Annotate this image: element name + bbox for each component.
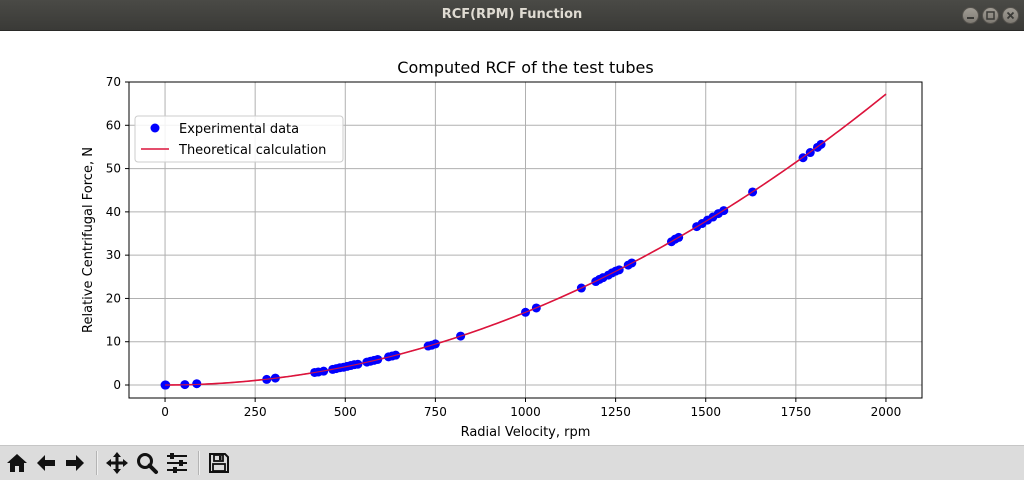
save-button[interactable] [206,450,232,476]
minimize-button[interactable] [962,7,979,24]
experimental-data-point [192,379,202,389]
chart-canvas[interactable]: 0 250 500 750 1000 1250 1500 1750 2000 0 10 20 30 40 5… [0,30,1024,445]
forward-button[interactable] [62,450,88,476]
x-tick-label: 1750 [781,405,812,419]
x-tick-label: 250 [244,405,267,419]
y-axis-label: Relative Centrifugal Force, N [81,147,96,333]
theoretical-curve-overlay [165,93,887,386]
magnifier-icon [137,453,158,474]
close-icon [1006,11,1015,20]
x-axis-label: Radial Velocity, rpm [461,425,591,440]
y-tick-label: 30 [106,248,121,262]
y-tick-label: 60 [106,118,121,132]
toolbar-separator [198,451,200,475]
legend-marker-experimental [150,123,160,133]
back-button[interactable] [33,450,59,476]
x-tick-label: 750 [424,405,447,419]
y-tick-label: 0 [113,378,121,392]
y-tick-label: 50 [106,162,121,176]
y-tick-label: 70 [106,75,121,89]
y-tick-label: 10 [106,335,121,349]
sliders-icon [167,453,187,473]
window-title: RCF(RPM) Function [441,7,583,22]
toolbar-separator [96,451,98,475]
window-titlebar[interactable]: RCF(RPM) Function [0,0,1024,31]
x-tick-label: 500 [334,405,357,419]
minimize-icon [967,17,974,19]
legend-label-theoretical: Theoretical calculation [178,143,326,158]
legend-box [134,115,344,163]
arrow-right-icon [66,455,84,471]
y-tick-label: 20 [106,291,121,305]
x-tick-label: 1000 [510,405,541,419]
maximize-button[interactable] [982,7,999,24]
pan-button[interactable] [104,450,130,476]
arrow-left-icon [37,455,55,471]
home-button[interactable] [4,450,30,476]
home-icon [7,454,27,472]
legend-label-experimental: Experimental data [179,122,299,137]
chart-title: Computed RCF of the test tubes [397,58,653,77]
x-tick-label: 0 [161,405,169,419]
configure-subplots-button[interactable] [164,450,190,476]
navigation-toolbar [0,445,1024,480]
x-tick-label: 1250 [600,405,631,419]
x-tick-label: 1500 [690,405,721,419]
y-tick-label: 40 [106,205,121,219]
close-button[interactable] [1002,7,1019,24]
maximize-icon [986,11,995,20]
x-tick-label: 2000 [871,405,902,419]
floppy-disk-icon [209,453,229,473]
plot-area: 0 250 500 750 1000 1250 1500 1750 2000 0 10 20 30 40 5… [0,30,1024,445]
move-icon [106,452,128,474]
zoom-button[interactable] [134,450,160,476]
